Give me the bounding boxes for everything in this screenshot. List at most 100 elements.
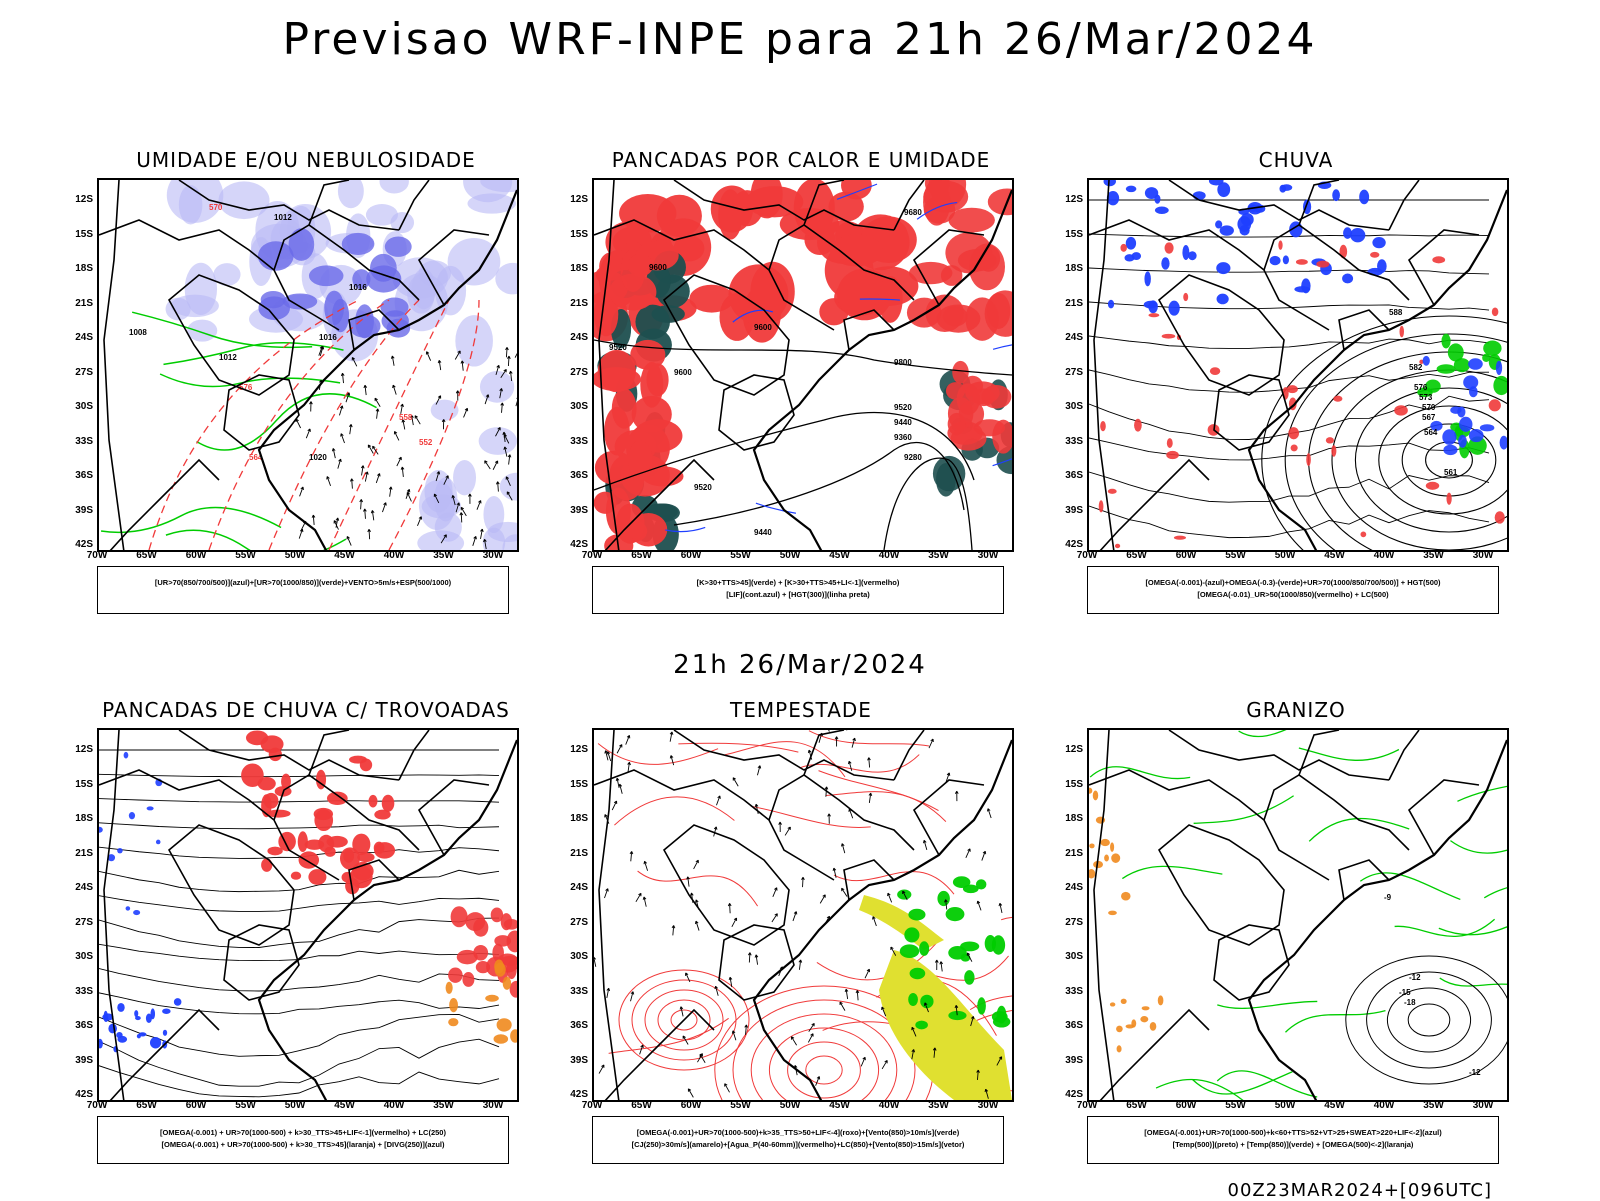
lon-tick-label: 70W bbox=[577, 550, 607, 561]
field-shading bbox=[1126, 237, 1136, 250]
wind-vector bbox=[300, 487, 304, 496]
field-shading bbox=[1492, 308, 1499, 317]
wind-vector bbox=[999, 903, 1002, 913]
subtitle-time: 21h 26/Mar/2024 bbox=[0, 650, 1600, 680]
field-shading bbox=[305, 840, 325, 850]
field-shading bbox=[1174, 536, 1186, 540]
lon-tick-label: 60W bbox=[1171, 1100, 1201, 1111]
field-shading bbox=[385, 237, 412, 257]
wind-vector bbox=[299, 529, 303, 538]
field-shading bbox=[981, 385, 1011, 409]
wind-vector bbox=[607, 988, 610, 998]
field-shading bbox=[1500, 436, 1507, 450]
contour-label: 567 bbox=[1422, 413, 1436, 422]
lat-tick-label: 21S bbox=[65, 298, 93, 309]
field-shading bbox=[1183, 293, 1188, 301]
field-shading bbox=[1278, 240, 1282, 249]
wind-vector bbox=[820, 895, 825, 904]
lon-tick-label: 60W bbox=[181, 550, 211, 561]
field-shading bbox=[480, 371, 514, 403]
wind-vector bbox=[631, 992, 634, 1002]
field-shading bbox=[1089, 788, 1092, 794]
lon-tick-label: 60W bbox=[676, 550, 706, 561]
state-border bbox=[104, 180, 124, 550]
state-border bbox=[1389, 730, 1419, 780]
field-shading bbox=[139, 1032, 147, 1036]
field-shading bbox=[314, 809, 333, 831]
lon-tick-label: 55W bbox=[231, 1100, 261, 1111]
contour-label: 1012 bbox=[274, 213, 292, 222]
state-border bbox=[1214, 925, 1289, 1000]
wind-vector bbox=[401, 467, 404, 477]
lon-tick-label: 45W bbox=[330, 1100, 360, 1111]
wind-vector bbox=[856, 990, 859, 1000]
wind-vector bbox=[617, 744, 622, 753]
wind-vector bbox=[599, 1065, 604, 1074]
wind-vector bbox=[714, 827, 717, 837]
field-shading bbox=[904, 927, 919, 942]
wind-vector bbox=[825, 730, 829, 732]
field-shading bbox=[264, 793, 279, 809]
contour-label: 1008 bbox=[129, 328, 147, 337]
streamline bbox=[1089, 336, 1489, 348]
lat-tick-label: 24S bbox=[560, 332, 588, 343]
field-shading bbox=[501, 913, 512, 930]
forecast-map: -12-15-18-12-9 bbox=[1087, 728, 1509, 1102]
wind-vector bbox=[929, 739, 933, 748]
field-shading bbox=[948, 413, 966, 435]
field-shading bbox=[1446, 493, 1451, 505]
field-shading bbox=[1155, 207, 1169, 214]
streamline bbox=[99, 918, 499, 947]
field-shading bbox=[915, 1021, 928, 1030]
streamline bbox=[99, 969, 499, 991]
legend-line: [OMEGA(-0.001)-(azul)+OMEGA(-0.3)-(verde… bbox=[1088, 577, 1498, 589]
field-shading bbox=[943, 306, 968, 326]
wind-vector bbox=[376, 409, 379, 419]
field-shading bbox=[635, 305, 670, 340]
contour-label: -12 bbox=[1409, 973, 1421, 982]
jet-stream-area bbox=[859, 895, 944, 950]
wind-vector bbox=[841, 844, 844, 854]
wind-vector bbox=[468, 494, 471, 504]
field-shading bbox=[291, 872, 301, 880]
run-info-footer: 00Z23MAR2024+[096UTC] bbox=[1228, 1180, 1492, 1201]
field-shading bbox=[1493, 376, 1507, 395]
field-shading bbox=[746, 186, 803, 217]
field-shading bbox=[1450, 406, 1461, 413]
lon-tick-label: 50W bbox=[1270, 1100, 1300, 1111]
lat-tick-label: 39S bbox=[560, 1055, 588, 1066]
field-shading bbox=[919, 941, 929, 956]
field-shading bbox=[117, 1003, 124, 1012]
field-shading bbox=[1350, 228, 1365, 242]
wind-vector bbox=[828, 814, 831, 824]
state-border bbox=[1094, 730, 1114, 1100]
contour-label: 588 bbox=[1389, 308, 1403, 317]
lon-tick-label: 40W bbox=[1369, 550, 1399, 561]
wind-vector bbox=[785, 827, 790, 835]
lat-tick-label: 30S bbox=[1055, 401, 1083, 412]
field-shading bbox=[1281, 184, 1292, 191]
lat-tick-label: 12S bbox=[560, 194, 588, 205]
lon-tick-label: 60W bbox=[181, 1100, 211, 1111]
wind-vector bbox=[327, 476, 331, 485]
field-shading bbox=[830, 235, 883, 267]
field-shading bbox=[327, 836, 348, 848]
lon-tick-label: 30W bbox=[1468, 550, 1498, 561]
contour-line bbox=[884, 458, 972, 550]
field-shading bbox=[150, 1037, 161, 1049]
wind-vector bbox=[716, 796, 720, 805]
state-border bbox=[1299, 730, 1339, 775]
field-shading bbox=[1104, 180, 1116, 186]
lat-tick-label: 12S bbox=[65, 194, 93, 205]
field-shading bbox=[1134, 419, 1142, 432]
wind-vector bbox=[347, 536, 351, 545]
wind-vector bbox=[309, 402, 312, 412]
lat-tick-label: 18S bbox=[65, 263, 93, 274]
lat-tick-label: 33S bbox=[1055, 436, 1083, 447]
lon-tick-label: 65W bbox=[132, 550, 162, 561]
wind-vector bbox=[605, 751, 608, 761]
wind-vector bbox=[687, 877, 690, 887]
contour-label: 570 bbox=[1422, 403, 1436, 412]
field-shading bbox=[1100, 839, 1110, 846]
